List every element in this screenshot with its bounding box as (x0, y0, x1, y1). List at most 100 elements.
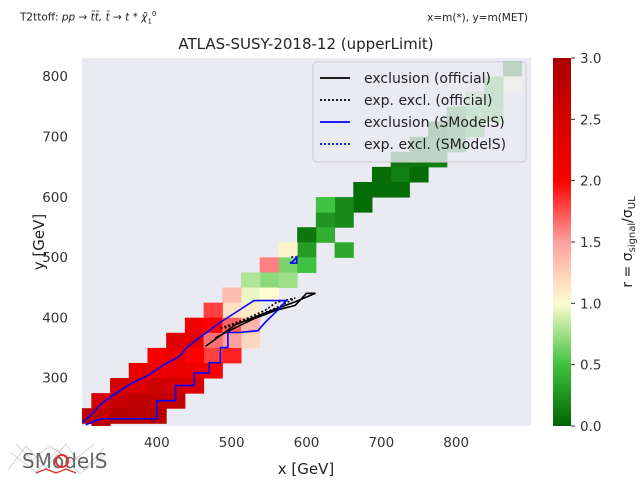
colorbar-tick-label: 2.5 (580, 112, 601, 128)
heatmap-cell (128, 362, 148, 379)
heatmap-cell (147, 347, 167, 364)
heatmap-cell (315, 227, 336, 243)
y-tick-label: 800 (42, 69, 68, 85)
x-tick-label: 600 (294, 435, 320, 451)
colorbar-label-sub2: UL (627, 196, 638, 209)
colorbar-tick-label: 2.0 (580, 174, 601, 190)
heatmap-cell (222, 332, 242, 349)
heatmap-cell (203, 317, 223, 334)
legend-label-1: exclusion (official) (364, 71, 491, 87)
y-ticks: 300 400 500 600 700 800 (42, 69, 68, 387)
heatmap-cell (128, 408, 148, 424)
heatmap-cell (297, 242, 317, 258)
logo-wave-icon (35, 468, 77, 474)
series-marker-smodels (289, 254, 298, 264)
plot-header-axes: x=m(*), y=m(MET) (427, 12, 528, 24)
chart-title: ATLAS-SUSY-2018-12 (upperLimit) (178, 35, 433, 53)
heatmap-cell (353, 197, 373, 213)
plot-header-process: T2ttoff: pp → t̃t̃, t̃ → t * χ̃10 (20, 10, 156, 26)
heatmap-cell (353, 181, 373, 198)
heatmap-cell (278, 272, 298, 289)
legend-label-2: exp. excl. (official) (364, 93, 492, 109)
heatmap-cell (334, 212, 354, 228)
heatmap-cell (241, 332, 261, 349)
x-ticks: 400 500 600 700 800 (144, 435, 469, 451)
x-tick-label: 700 (368, 435, 394, 451)
heatmap-cell (409, 166, 429, 183)
y-tick-label: 500 (42, 250, 68, 266)
heatmap-cell (241, 272, 261, 289)
heatmap-cell (297, 227, 317, 243)
smodels-logo: SModelS (6, 440, 116, 476)
heatmap-cell (297, 257, 317, 273)
heatmap-cell (203, 362, 223, 379)
legend-label-4: exp. excl. (SModelS) (364, 137, 506, 153)
heatmap-cell (371, 181, 392, 198)
heatmap-cell (147, 378, 167, 394)
heatmap-cell (222, 287, 242, 304)
heatmap-cell (110, 393, 130, 409)
heatmap-cell (166, 332, 186, 349)
heatmap-cell (222, 302, 242, 319)
heatmap-cell (371, 166, 392, 183)
heatmap-cell (259, 272, 279, 289)
heatmap-cell (203, 302, 223, 319)
heatmap-cell (110, 378, 130, 394)
heatmap-cell (166, 347, 186, 364)
heatmap-cell (91, 393, 111, 409)
heatmap-cell (241, 287, 261, 304)
legend-box (312, 61, 527, 163)
heatmap-cell (110, 408, 130, 424)
heatmap-cell (390, 166, 410, 183)
heatmap-cell (82, 408, 92, 424)
colorbar-ticks: 0.0 0.5 1.0 1.5 2.0 2.5 3.0 (571, 51, 601, 435)
x-tick-label: 500 (219, 435, 245, 451)
colorbar-tick-label: 0.5 (580, 358, 601, 374)
smodels-logo-graphic: SModelS (7, 443, 107, 475)
heatmap-cell (315, 197, 336, 213)
heatmap-cell (278, 242, 298, 258)
series-line-3 (82, 299, 289, 426)
header-process-sup: 0 (151, 10, 157, 18)
header-process: pp → t̃t̃, t̃ → t * χ̃ (61, 11, 148, 24)
y-tick-label: 400 (42, 310, 68, 326)
header-prefix: T2ttoff: (20, 11, 62, 24)
colorbar-label-slash: /σ (620, 209, 636, 223)
heatmap-cell (128, 393, 148, 409)
heatmap-cell (222, 347, 242, 364)
heatmap-cell (259, 287, 279, 304)
colorbar-label-main: r = σ (620, 252, 636, 287)
heatmap-cell (334, 197, 354, 213)
heatmap-cell (390, 181, 410, 198)
legend: exclusion (official) exp. excl. (official… (312, 61, 527, 163)
colorbar-label: r = σsignal/σUL (620, 196, 638, 288)
heatmap-cell (203, 347, 223, 364)
colorbar-label-sub1: signal (627, 223, 638, 253)
colorbar-tick-label: 1.5 (580, 235, 601, 251)
heatmap-cell (184, 362, 205, 379)
y-axis-label: y [GeV] (30, 214, 48, 270)
x-axis-label: x [GeV] (278, 460, 334, 478)
heatmap-cell (91, 423, 111, 426)
x-tick-label: 800 (443, 435, 469, 451)
logo-circle-icon (55, 454, 69, 468)
y-tick-label: 600 (42, 190, 68, 206)
series-line-2 (220, 297, 296, 330)
colorbar-tick-label: 1.0 (580, 296, 601, 312)
y-tick-label: 700 (42, 129, 68, 145)
heatmap-cell (184, 317, 205, 334)
colorbar (553, 58, 571, 426)
x-tick-label: 400 (144, 435, 170, 451)
header-process-sub: 1 (147, 17, 152, 26)
heatmap-cell (166, 362, 186, 379)
heatmap-cell (184, 347, 205, 364)
heatmap-cell (315, 212, 336, 228)
heatmap-cell (334, 242, 354, 258)
heatmap-cell (259, 257, 279, 273)
exclusion-lines (82, 254, 316, 426)
legend-label-3: exclusion (SModelS) (364, 115, 505, 131)
heatmap-cell (241, 317, 261, 334)
y-tick-label: 300 (42, 371, 68, 387)
colorbar-tick-label: 0.0 (580, 419, 601, 435)
